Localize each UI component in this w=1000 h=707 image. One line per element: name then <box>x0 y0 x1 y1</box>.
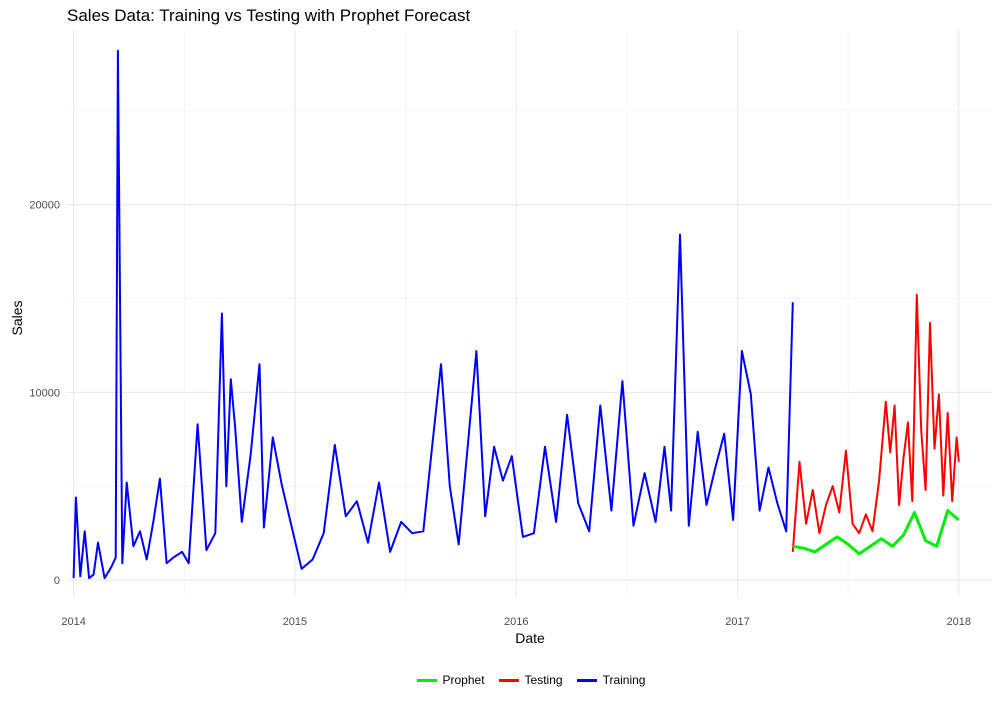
series-lines <box>72 49 960 580</box>
legend-item-testing: Testing <box>498 673 563 687</box>
tick-labels: 2014 2015 2016 2017 2018 0 10000 20000 <box>29 200 971 628</box>
x-tick-label: 2017 <box>725 616 749 628</box>
y-tick-label: 0 <box>54 575 60 587</box>
series-line-prophet <box>792 509 960 556</box>
legend-label-training: Training <box>602 673 646 687</box>
series-line-testing <box>791 293 960 552</box>
series-line-training <box>72 49 794 580</box>
y-axis-title: Sales <box>9 300 25 336</box>
x-tick-label: 2016 <box>504 616 528 628</box>
x-axis-title: Date <box>515 630 545 646</box>
x-tick-label: 2018 <box>947 616 971 628</box>
legend: Prophet Testing Training <box>0 673 1000 687</box>
chart-title: Sales Data: Training vs Testing with Pro… <box>67 6 471 25</box>
legend-item-training: Training <box>576 673 646 687</box>
x-tick-label: 2014 <box>61 616 85 628</box>
legend-item-prophet: Prophet <box>416 673 485 687</box>
legend-swatch-training <box>576 678 597 682</box>
x-tick-label: 2015 <box>283 616 307 628</box>
legend-swatch-testing <box>498 678 519 682</box>
gridlines <box>67 30 992 597</box>
legend-swatch-prophet <box>416 678 437 682</box>
y-tick-label: 20000 <box>29 200 60 212</box>
y-tick-label: 10000 <box>29 387 60 399</box>
legend-label-prophet: Prophet <box>442 673 485 687</box>
legend-label-testing: Testing <box>524 673 563 687</box>
